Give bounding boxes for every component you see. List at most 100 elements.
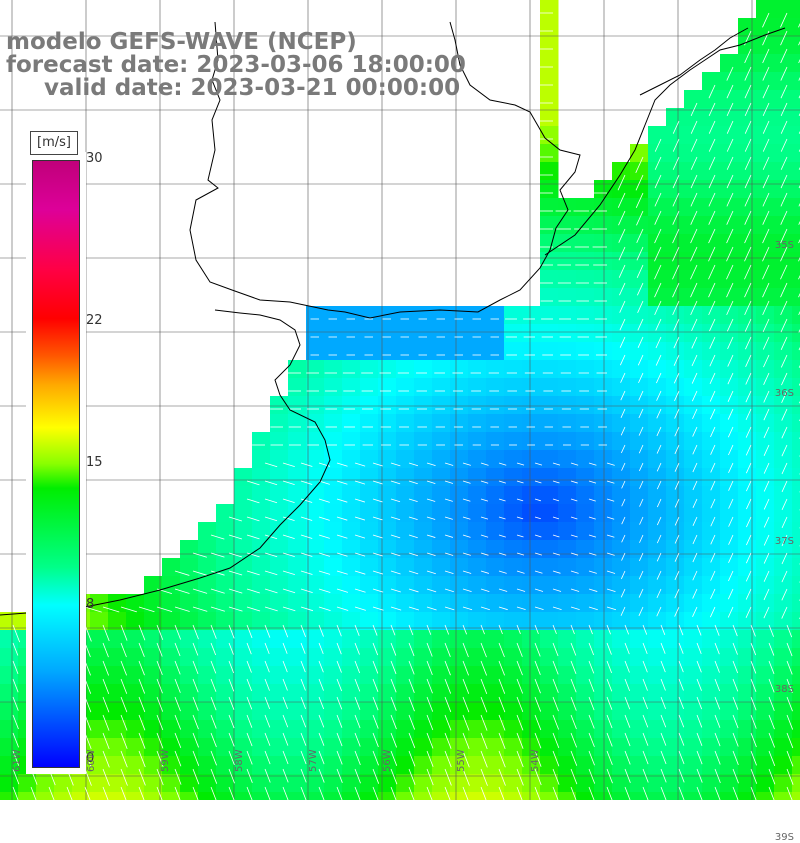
- wind-speed-cell: [792, 324, 800, 343]
- wind-speed-cell: [576, 216, 595, 235]
- wind-speed-cell: [414, 306, 433, 325]
- wind-speed-cell: [486, 396, 505, 415]
- latitude-label: 39S: [775, 832, 794, 843]
- wind-speed-cell: [522, 450, 541, 469]
- wind-speed-cell: [558, 450, 577, 469]
- wind-speed-cell: [486, 324, 505, 343]
- wind-speed-cell: [414, 324, 433, 343]
- wind-speed-cell: [684, 90, 703, 109]
- wind-speed-cell: [378, 378, 397, 397]
- wind-speed-cell: [612, 522, 631, 541]
- wind-speed-cell: [666, 108, 685, 127]
- wind-speed-cell: [486, 522, 505, 541]
- wind-speed-cell: [324, 396, 343, 415]
- wind-speed-cell: [792, 108, 800, 127]
- wind-speed-cell: [342, 342, 361, 361]
- wind-speed-cell: [378, 306, 397, 325]
- wind-speed-cell: [594, 504, 613, 523]
- wind-speed-cell: [792, 486, 800, 505]
- wind-speed-cell: [468, 522, 487, 541]
- wind-speed-cell: [504, 378, 523, 397]
- wind-speed-cell: [576, 198, 595, 217]
- wind-speed-cell: [648, 126, 667, 145]
- wind-speed-cell: [306, 342, 325, 361]
- wind-speed-cell: [378, 360, 397, 379]
- wind-speed-cell: [792, 738, 800, 757]
- wind-speed-cell: [720, 54, 739, 73]
- wind-speed-cell: [594, 216, 613, 235]
- wind-speed-cell: [540, 54, 559, 73]
- wind-speed-cell: [342, 414, 361, 433]
- wind-speed-cell: [450, 360, 469, 379]
- wind-speed-cell: [540, 360, 559, 379]
- wind-speed-cell: [756, 0, 775, 19]
- wind-speed-cell: [576, 342, 595, 361]
- wind-speed-cell: [360, 432, 379, 451]
- wind-speed-cell: [522, 414, 541, 433]
- wind-speed-cell: [792, 756, 800, 775]
- wind-speed-cell: [432, 396, 451, 415]
- wind-speed-cell: [630, 504, 649, 523]
- longitude-label: 58W: [234, 749, 245, 772]
- wind-speed-cell: [360, 306, 379, 325]
- wind-speed-cell: [270, 432, 289, 451]
- wind-speed-cell: [504, 558, 523, 577]
- latitude-label: 35S: [775, 240, 794, 251]
- longitude-label: 59W: [160, 749, 171, 772]
- wind-speed-cell: [504, 396, 523, 415]
- wind-speed-cell: [432, 306, 451, 325]
- wind-speed-cell: [378, 432, 397, 451]
- wind-speed-cell: [594, 324, 613, 343]
- wind-speed-cell: [522, 324, 541, 343]
- wind-speed-cell: [540, 198, 559, 217]
- wind-speed-cell: [450, 324, 469, 343]
- wind-speed-cell: [360, 396, 379, 415]
- colorbar-tick-label: 30: [86, 151, 103, 166]
- wind-speed-cell: [468, 450, 487, 469]
- wind-speed-cell: [396, 306, 415, 325]
- wind-speed-cell: [306, 378, 325, 397]
- wind-speed-cell: [216, 504, 235, 523]
- wind-speed-cell: [612, 504, 631, 523]
- wind-speed-cell: [594, 486, 613, 505]
- wind-speed-cell: [486, 342, 505, 361]
- wind-speed-cell: [558, 396, 577, 415]
- wind-speed-cell: [450, 378, 469, 397]
- wind-speed-cell: [504, 468, 523, 487]
- wind-speed-cell: [540, 306, 559, 325]
- wind-speed-cell: [558, 270, 577, 289]
- wind-speed-cell: [486, 306, 505, 325]
- wind-speed-cell: [450, 306, 469, 325]
- wind-speed-cell: [468, 540, 487, 559]
- wind-speed-cell: [342, 396, 361, 415]
- colorbar-tick-label: 15: [86, 455, 103, 470]
- wind-speed-cell: [540, 558, 559, 577]
- wind-speed-cell: [522, 522, 541, 541]
- wind-speed-cell: [270, 414, 289, 433]
- wind-speed-cell: [540, 288, 559, 307]
- wind-speed-cell: [576, 288, 595, 307]
- wind-speed-cell: [576, 396, 595, 415]
- wind-speed-cell: [540, 468, 559, 487]
- wind-speed-cell: [450, 414, 469, 433]
- wind-speed-cell: [504, 450, 523, 469]
- colorbar: [32, 160, 80, 768]
- wind-speed-cell: [792, 216, 800, 235]
- wind-speed-cell: [576, 450, 595, 469]
- valid-date: valid date: 2023-03-21 00:00:00: [44, 77, 460, 100]
- wind-speed-cell: [522, 360, 541, 379]
- wind-speed-cell: [792, 72, 800, 91]
- colorbar-unit-label: [m/s]: [30, 131, 78, 155]
- latitude-label: 36S: [775, 388, 794, 399]
- wind-speed-cell: [504, 414, 523, 433]
- wind-speed-cell: [396, 342, 415, 361]
- wind-speed-cell: [432, 414, 451, 433]
- wind-speed-cell: [468, 342, 487, 361]
- wind-speed-cell: [594, 306, 613, 325]
- wind-speed-cell: [558, 468, 577, 487]
- wind-speed-cell: [540, 90, 559, 109]
- wind-speed-cell: [576, 504, 595, 523]
- wind-speed-cell: [432, 360, 451, 379]
- wind-speed-cell: [594, 360, 613, 379]
- wind-speed-cell: [792, 468, 800, 487]
